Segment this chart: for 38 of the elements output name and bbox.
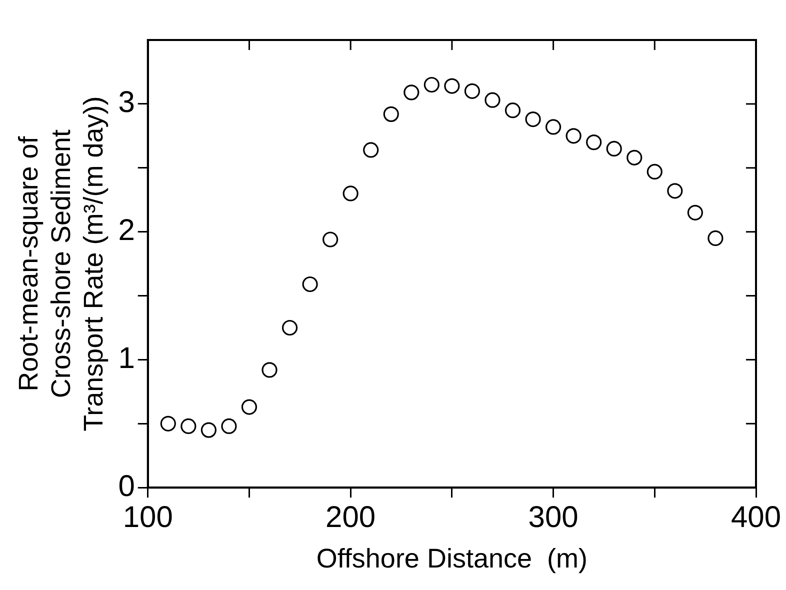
point (160, 416, 176, 432)
point (363, 142, 379, 158)
point (626, 150, 642, 166)
point (262, 362, 278, 378)
x-tick-label: 200 (326, 500, 376, 534)
point (646, 164, 662, 180)
y-axis-title: Root-mean-square of Cross-shore Sediment Transport Rate (m³/(m day)) (14, 96, 108, 432)
x-tick-label: 100 (122, 500, 173, 534)
point (302, 276, 318, 292)
point (180, 418, 196, 434)
y-tick-label: 2 (118, 214, 135, 248)
y-tick-label: 3 (118, 86, 135, 120)
x-tick-label: 300 (528, 500, 578, 534)
point (464, 83, 480, 99)
point (687, 204, 703, 220)
point (667, 183, 683, 199)
point (586, 134, 602, 150)
point (444, 78, 460, 94)
x-tick-label: 400 (730, 500, 782, 534)
point (566, 128, 582, 144)
y-tick-label: 0 (118, 470, 135, 503)
point (545, 119, 562, 135)
point (221, 418, 237, 434)
point (322, 232, 338, 248)
point (504, 102, 521, 118)
point (383, 106, 399, 122)
point (200, 422, 216, 438)
x-axis-title: Offshore Distance (m) (316, 543, 588, 574)
point (404, 84, 420, 100)
point (525, 111, 541, 128)
point (606, 140, 622, 157)
point (342, 186, 358, 202)
point (424, 76, 440, 93)
point (708, 230, 724, 246)
point (282, 320, 298, 336)
y-tick-label: 1 (118, 342, 135, 375)
point (241, 399, 258, 415)
point (484, 92, 500, 108)
